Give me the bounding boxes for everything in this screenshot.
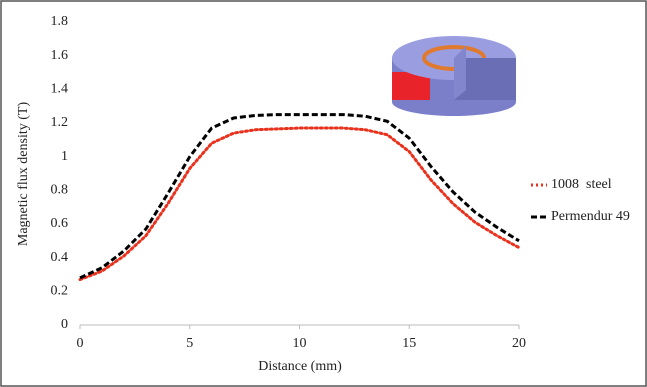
chart: Distance (mm) Magnetic flux density (T) … xyxy=(0,0,647,387)
x-tick-label: 0 xyxy=(77,336,84,351)
inset-model xyxy=(392,36,516,116)
x-tick-label: 20 xyxy=(512,336,526,351)
x-tick-label: 15 xyxy=(402,336,416,351)
y-tick-label: 0.6 xyxy=(51,216,69,231)
frame xyxy=(1,1,646,386)
y-tick-label: 0 xyxy=(61,317,68,332)
y-tick-label: 0.4 xyxy=(51,250,69,265)
y-tick-label: 1.6 xyxy=(51,48,69,63)
y-tick-label: 1.4 xyxy=(51,82,69,97)
x-tick-label: 5 xyxy=(186,336,193,351)
y-axis-title: Magnetic flux density (T) xyxy=(16,102,31,247)
y-tick-label: 0.8 xyxy=(51,183,69,198)
legend-label: 1008 steel xyxy=(551,177,612,192)
y-tick-label: 0.2 xyxy=(51,284,69,299)
x-axis-title: Distance (mm) xyxy=(258,359,342,374)
x-tick-label: 10 xyxy=(293,336,307,351)
legend-label: Permendur 49 xyxy=(551,209,630,224)
y-tick-label: 1.2 xyxy=(51,115,69,130)
y-tick-label: 1.8 xyxy=(51,14,69,29)
y-tick-label: 1 xyxy=(61,149,68,164)
